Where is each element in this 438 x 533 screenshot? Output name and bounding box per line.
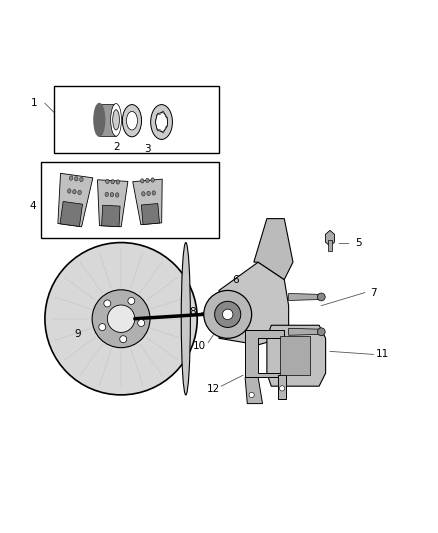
- Ellipse shape: [74, 176, 78, 181]
- Circle shape: [92, 290, 150, 348]
- Bar: [280, 336, 311, 375]
- Polygon shape: [254, 219, 293, 279]
- Polygon shape: [278, 375, 286, 399]
- Circle shape: [204, 290, 252, 338]
- Circle shape: [318, 293, 325, 301]
- Circle shape: [128, 297, 135, 304]
- Circle shape: [279, 386, 285, 391]
- Text: 3: 3: [144, 144, 151, 154]
- Text: 4: 4: [29, 201, 36, 212]
- Ellipse shape: [152, 191, 155, 195]
- Circle shape: [138, 319, 145, 327]
- Polygon shape: [60, 201, 82, 227]
- Polygon shape: [219, 262, 289, 345]
- Ellipse shape: [146, 178, 149, 183]
- Circle shape: [249, 392, 254, 398]
- Ellipse shape: [80, 177, 83, 182]
- Circle shape: [215, 301, 241, 327]
- Polygon shape: [245, 329, 284, 377]
- Text: 6: 6: [232, 276, 238, 286]
- Text: 12: 12: [207, 384, 220, 394]
- Text: 11: 11: [375, 350, 389, 359]
- Ellipse shape: [147, 191, 150, 196]
- Ellipse shape: [116, 180, 120, 184]
- Polygon shape: [98, 180, 128, 227]
- Ellipse shape: [110, 192, 114, 197]
- Text: 1: 1: [31, 98, 37, 108]
- Bar: [41, 162, 219, 238]
- Ellipse shape: [127, 111, 138, 130]
- Circle shape: [223, 309, 233, 320]
- Text: 7: 7: [370, 288, 377, 297]
- Ellipse shape: [94, 103, 105, 136]
- Ellipse shape: [73, 190, 76, 194]
- Circle shape: [107, 305, 135, 333]
- Ellipse shape: [67, 189, 71, 193]
- Ellipse shape: [105, 192, 109, 197]
- Polygon shape: [245, 377, 262, 403]
- Ellipse shape: [155, 112, 167, 132]
- Ellipse shape: [78, 190, 81, 195]
- Text: 9: 9: [74, 329, 81, 339]
- Polygon shape: [141, 204, 159, 224]
- Polygon shape: [267, 325, 325, 386]
- Polygon shape: [102, 205, 120, 227]
- Polygon shape: [289, 328, 319, 335]
- Circle shape: [120, 336, 127, 343]
- Circle shape: [99, 324, 106, 330]
- Circle shape: [104, 300, 111, 307]
- Ellipse shape: [111, 180, 114, 184]
- Circle shape: [318, 328, 325, 336]
- Text: 2: 2: [113, 142, 120, 152]
- Ellipse shape: [151, 104, 173, 140]
- Ellipse shape: [181, 243, 191, 395]
- Ellipse shape: [151, 178, 155, 182]
- Circle shape: [45, 243, 197, 395]
- Polygon shape: [99, 103, 116, 136]
- Text: 5: 5: [355, 238, 362, 247]
- Ellipse shape: [141, 179, 144, 183]
- Polygon shape: [133, 179, 162, 225]
- Text: 8: 8: [190, 307, 196, 317]
- Polygon shape: [325, 230, 335, 246]
- Ellipse shape: [111, 103, 121, 136]
- Polygon shape: [289, 294, 319, 301]
- Ellipse shape: [141, 192, 145, 196]
- Bar: [53, 86, 219, 154]
- Ellipse shape: [122, 104, 141, 137]
- Ellipse shape: [113, 110, 120, 130]
- Bar: [328, 240, 332, 251]
- Ellipse shape: [69, 176, 73, 180]
- Polygon shape: [58, 173, 93, 227]
- Ellipse shape: [106, 179, 109, 183]
- Ellipse shape: [116, 193, 119, 197]
- Text: 10: 10: [193, 341, 206, 351]
